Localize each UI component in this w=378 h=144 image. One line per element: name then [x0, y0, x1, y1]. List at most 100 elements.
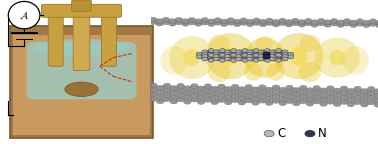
Circle shape [347, 102, 355, 107]
Circle shape [327, 86, 334, 91]
Circle shape [238, 91, 246, 96]
Circle shape [208, 22, 215, 26]
Circle shape [214, 20, 222, 25]
Circle shape [231, 49, 237, 52]
Circle shape [235, 54, 242, 58]
Circle shape [241, 55, 247, 59]
Circle shape [202, 53, 208, 56]
Circle shape [271, 50, 277, 54]
Circle shape [248, 56, 254, 60]
Circle shape [367, 100, 375, 105]
Circle shape [279, 87, 287, 92]
Circle shape [225, 91, 232, 96]
Circle shape [275, 55, 281, 59]
Circle shape [184, 95, 191, 100]
Circle shape [225, 56, 231, 60]
Circle shape [237, 53, 243, 56]
Circle shape [177, 92, 184, 97]
Ellipse shape [244, 63, 262, 81]
FancyBboxPatch shape [101, 10, 116, 66]
Circle shape [191, 88, 198, 93]
Ellipse shape [65, 82, 98, 96]
Circle shape [361, 102, 368, 107]
Circle shape [265, 92, 273, 96]
Circle shape [343, 21, 351, 26]
Circle shape [376, 23, 378, 28]
Circle shape [245, 98, 253, 103]
Circle shape [220, 54, 225, 58]
Circle shape [304, 18, 312, 23]
Circle shape [201, 18, 209, 22]
Circle shape [242, 53, 248, 57]
Circle shape [156, 99, 164, 104]
Circle shape [231, 93, 239, 98]
Circle shape [347, 88, 355, 93]
Circle shape [253, 54, 259, 58]
Circle shape [275, 52, 281, 56]
Circle shape [306, 97, 314, 102]
Ellipse shape [342, 46, 369, 75]
Circle shape [243, 55, 249, 59]
Circle shape [333, 93, 341, 98]
Text: $\mathcal{A}$: $\mathcal{A}$ [19, 10, 29, 21]
Circle shape [196, 52, 202, 56]
Circle shape [195, 19, 202, 24]
Circle shape [236, 56, 242, 60]
Circle shape [276, 52, 282, 56]
Circle shape [271, 53, 277, 56]
Circle shape [188, 20, 196, 25]
Circle shape [293, 101, 300, 106]
Circle shape [265, 87, 273, 92]
Circle shape [279, 101, 287, 106]
Circle shape [313, 86, 321, 91]
Circle shape [286, 99, 293, 104]
Circle shape [354, 95, 361, 100]
Circle shape [293, 88, 300, 92]
Circle shape [354, 100, 361, 105]
Circle shape [361, 97, 368, 103]
Circle shape [218, 55, 225, 59]
Circle shape [175, 20, 183, 25]
Circle shape [272, 94, 280, 99]
Circle shape [286, 85, 293, 90]
Circle shape [156, 21, 163, 26]
Circle shape [225, 95, 232, 100]
Circle shape [163, 88, 171, 93]
Circle shape [204, 93, 212, 98]
Circle shape [203, 56, 209, 60]
Circle shape [208, 53, 214, 57]
Circle shape [374, 89, 378, 94]
Circle shape [242, 58, 248, 62]
Circle shape [170, 99, 178, 104]
Circle shape [279, 21, 286, 26]
Circle shape [143, 21, 150, 26]
Circle shape [333, 97, 341, 102]
Circle shape [356, 21, 364, 26]
Circle shape [367, 91, 375, 96]
Circle shape [156, 85, 164, 90]
Circle shape [213, 50, 219, 54]
FancyBboxPatch shape [10, 26, 153, 138]
Circle shape [318, 18, 325, 23]
Circle shape [245, 93, 253, 98]
Circle shape [258, 57, 264, 61]
Circle shape [231, 84, 239, 89]
Ellipse shape [290, 47, 308, 66]
Circle shape [169, 19, 176, 23]
Circle shape [327, 90, 334, 95]
Circle shape [252, 91, 259, 96]
Circle shape [260, 54, 266, 58]
Circle shape [175, 17, 183, 22]
Circle shape [354, 86, 361, 91]
Circle shape [276, 58, 282, 62]
Circle shape [224, 54, 230, 58]
Circle shape [208, 49, 214, 52]
Circle shape [293, 92, 300, 97]
Circle shape [361, 89, 368, 94]
Circle shape [191, 97, 198, 102]
Circle shape [248, 51, 254, 55]
Circle shape [170, 86, 178, 91]
Text: N: N [318, 127, 327, 140]
Circle shape [253, 49, 259, 52]
Circle shape [259, 22, 267, 27]
